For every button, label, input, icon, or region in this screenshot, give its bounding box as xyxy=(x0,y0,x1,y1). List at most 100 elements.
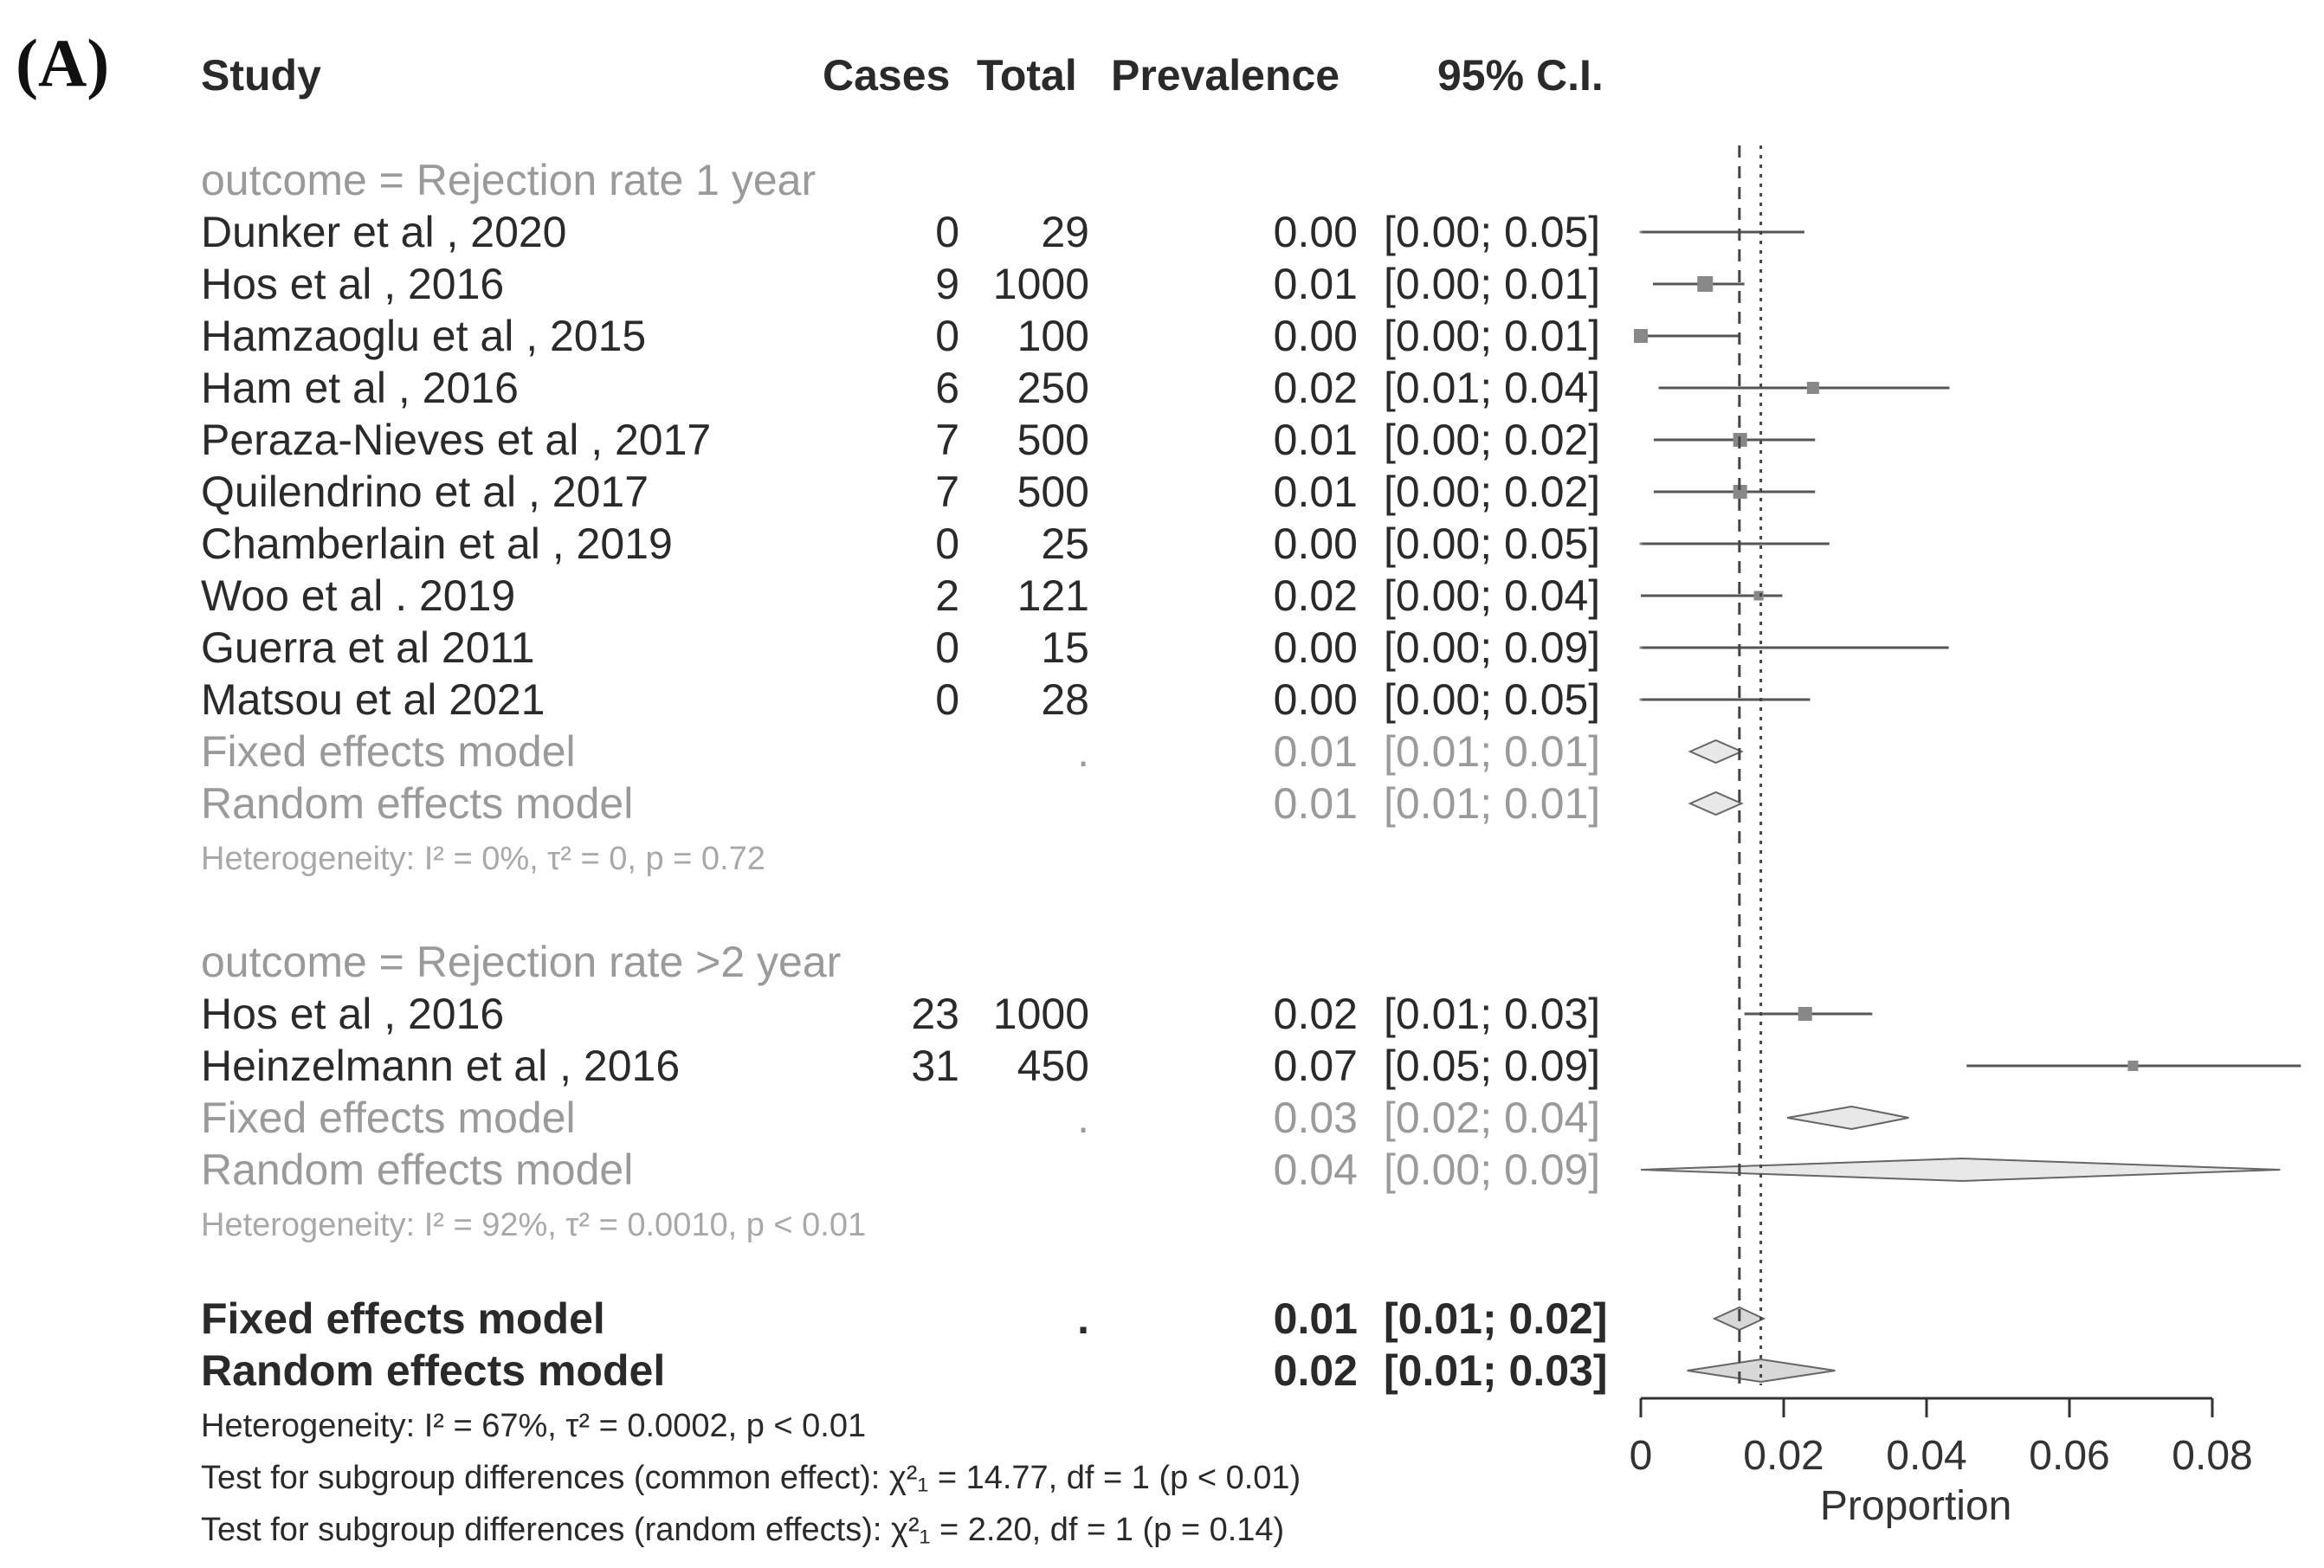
study-cases: 0 xyxy=(935,208,959,256)
study-prevalence: 0.01 xyxy=(1273,468,1358,516)
study-total: 500 xyxy=(1017,416,1089,464)
study-cases: 0 xyxy=(935,675,959,724)
study-ci: [0.00; 0.05] xyxy=(1384,519,1601,568)
study-total: 28 xyxy=(1041,675,1089,724)
study-total: 121 xyxy=(1017,571,1089,620)
study-name: Hos et al , 2016 xyxy=(201,990,505,1038)
study-prevalence: 0.01 xyxy=(1273,416,1358,464)
group-1-fixed-ci: [0.01; 0.01] xyxy=(1384,727,1601,776)
study-total: 25 xyxy=(1041,519,1089,568)
study-cases: 7 xyxy=(935,468,959,516)
study-ci: [0.00; 0.09] xyxy=(1384,623,1601,672)
group-2-fixed-prevalence: 0.03 xyxy=(1273,1094,1358,1142)
study-name: Ham et al , 2016 xyxy=(201,364,519,412)
study-cases: 0 xyxy=(935,519,959,568)
test-subgroup-common: Test for subgroup differences (common ef… xyxy=(201,1460,1301,1496)
study-total: 29 xyxy=(1041,208,1089,256)
summary-diamond xyxy=(1712,1306,1766,1332)
x-tick-label: 0.02 xyxy=(1743,1433,1824,1479)
study-ci: [0.00; 0.01] xyxy=(1384,312,1601,360)
study-name: Woo et al . 2019 xyxy=(201,571,516,620)
overall-fixed-total: . xyxy=(1077,1294,1089,1343)
study-prevalence: 0.00 xyxy=(1273,312,1358,360)
study-total: 100 xyxy=(1017,312,1089,360)
study-name: Dunker et al , 2020 xyxy=(201,208,567,256)
group-1-fixed-prevalence: 0.01 xyxy=(1273,727,1358,776)
study-name: Quilendrino et al , 2017 xyxy=(201,468,649,516)
header-cases: Cases xyxy=(823,51,951,100)
point-estimate xyxy=(1798,1007,1812,1021)
study-ci: [0.05; 0.09] xyxy=(1384,1042,1601,1090)
x-tick-label: 0.06 xyxy=(2029,1433,2109,1479)
study-prevalence: 0.01 xyxy=(1273,260,1358,308)
header-prevalence: Prevalence xyxy=(1111,51,1340,100)
header-total: Total xyxy=(977,51,1077,100)
x-tick-label: 0 xyxy=(1630,1433,1653,1479)
study-name: Matsou et al 2021 xyxy=(201,675,545,724)
group-1-random-label: Random effects model xyxy=(201,779,634,828)
group-2-random-prevalence: 0.04 xyxy=(1273,1145,1358,1194)
point-estimate xyxy=(1733,485,1747,499)
study-ci: [0.01; 0.03] xyxy=(1384,990,1601,1038)
study-prevalence: 0.02 xyxy=(1273,364,1358,412)
study-ci: [0.00; 0.05] xyxy=(1384,208,1601,256)
group-1-fixed-label: Fixed effects model xyxy=(201,727,576,776)
study-cases: 23 xyxy=(911,990,959,1038)
test-subgroup-random: Test for subgroup differences (random ef… xyxy=(201,1512,1285,1548)
study-total: 1000 xyxy=(992,260,1089,308)
study-ci: [0.00; 0.05] xyxy=(1384,675,1601,724)
study-ci: [0.00; 0.02] xyxy=(1384,416,1601,464)
group-1-fixed-total: . xyxy=(1077,727,1089,776)
study-prevalence: 0.07 xyxy=(1273,1042,1358,1090)
study-name: Hamzaoglu et al , 2015 xyxy=(201,312,647,360)
study-cases: 9 xyxy=(935,260,959,308)
summary-diamond xyxy=(1640,1157,2281,1183)
group-2-fixed-label: Fixed effects model xyxy=(201,1094,576,1142)
study-total: 500 xyxy=(1017,468,1089,516)
study-cases: 0 xyxy=(935,312,959,360)
header-study: Study xyxy=(201,51,321,100)
overall-heterogeneity: Heterogeneity: I² = 67%, τ² = 0.0002, p … xyxy=(201,1408,867,1444)
group-1-heterogeneity: Heterogeneity: I² = 0%, τ² = 0, p = 0.72 xyxy=(201,841,765,877)
study-prevalence: 0.02 xyxy=(1273,571,1358,620)
study-cases: 31 xyxy=(911,1042,959,1090)
group-1-title: outcome = Rejection rate 1 year xyxy=(201,156,817,204)
overall-random-label: Random effects model xyxy=(201,1346,666,1395)
group-2-random-label: Random effects model xyxy=(201,1145,634,1194)
group-2-fixed-ci: [0.02; 0.04] xyxy=(1384,1094,1601,1142)
point-estimate xyxy=(2127,1061,2139,1071)
panel-label: (A) xyxy=(16,25,110,100)
study-name: Guerra et al 2011 xyxy=(201,623,535,672)
group-2-random-ci: [0.00; 0.09] xyxy=(1384,1145,1601,1194)
overall-random-ci: [0.01; 0.03] xyxy=(1384,1346,1608,1395)
study-total: 250 xyxy=(1017,364,1089,412)
study-prevalence: 0.00 xyxy=(1273,675,1358,724)
group-2-title: outcome = Rejection rate >2 year xyxy=(201,938,842,986)
study-total: 450 xyxy=(1017,1042,1089,1090)
study-cases: 0 xyxy=(935,623,959,672)
header-ci: 95% C.I. xyxy=(1437,51,1604,100)
x-tick-label: 0.08 xyxy=(2172,1433,2252,1479)
study-cases: 2 xyxy=(935,571,959,620)
study-name: Peraza-Nieves et al , 2017 xyxy=(201,416,712,464)
overall-random-prevalence: 0.02 xyxy=(1273,1346,1358,1395)
group-1-random-ci: [0.01; 0.01] xyxy=(1384,779,1601,828)
study-ci: [0.00; 0.02] xyxy=(1384,468,1601,516)
group-2-heterogeneity: Heterogeneity: I² = 92%, τ² = 0.0010, p … xyxy=(201,1207,867,1243)
study-name: Heinzelmann et al , 2016 xyxy=(201,1042,681,1090)
group-1-random-prevalence: 0.01 xyxy=(1273,779,1358,828)
study-ci: [0.00; 0.01] xyxy=(1384,260,1601,308)
study-ci: [0.00; 0.04] xyxy=(1384,571,1601,620)
point-estimate xyxy=(1806,382,1819,394)
study-name: Chamberlain et al , 2019 xyxy=(201,519,673,568)
study-total: 15 xyxy=(1041,623,1089,672)
study-cases: 7 xyxy=(935,416,959,464)
x-tick-label: 0.04 xyxy=(1886,1433,1966,1479)
overall-fixed-ci: [0.01; 0.02] xyxy=(1384,1294,1608,1343)
point-estimate xyxy=(1639,698,1643,701)
point-estimate xyxy=(1753,590,1764,601)
study-prevalence: 0.02 xyxy=(1273,990,1358,1038)
study-ci: [0.01; 0.04] xyxy=(1384,364,1601,412)
x-axis-label: Proportion xyxy=(1820,1483,2011,1529)
study-prevalence: 0.00 xyxy=(1273,519,1358,568)
